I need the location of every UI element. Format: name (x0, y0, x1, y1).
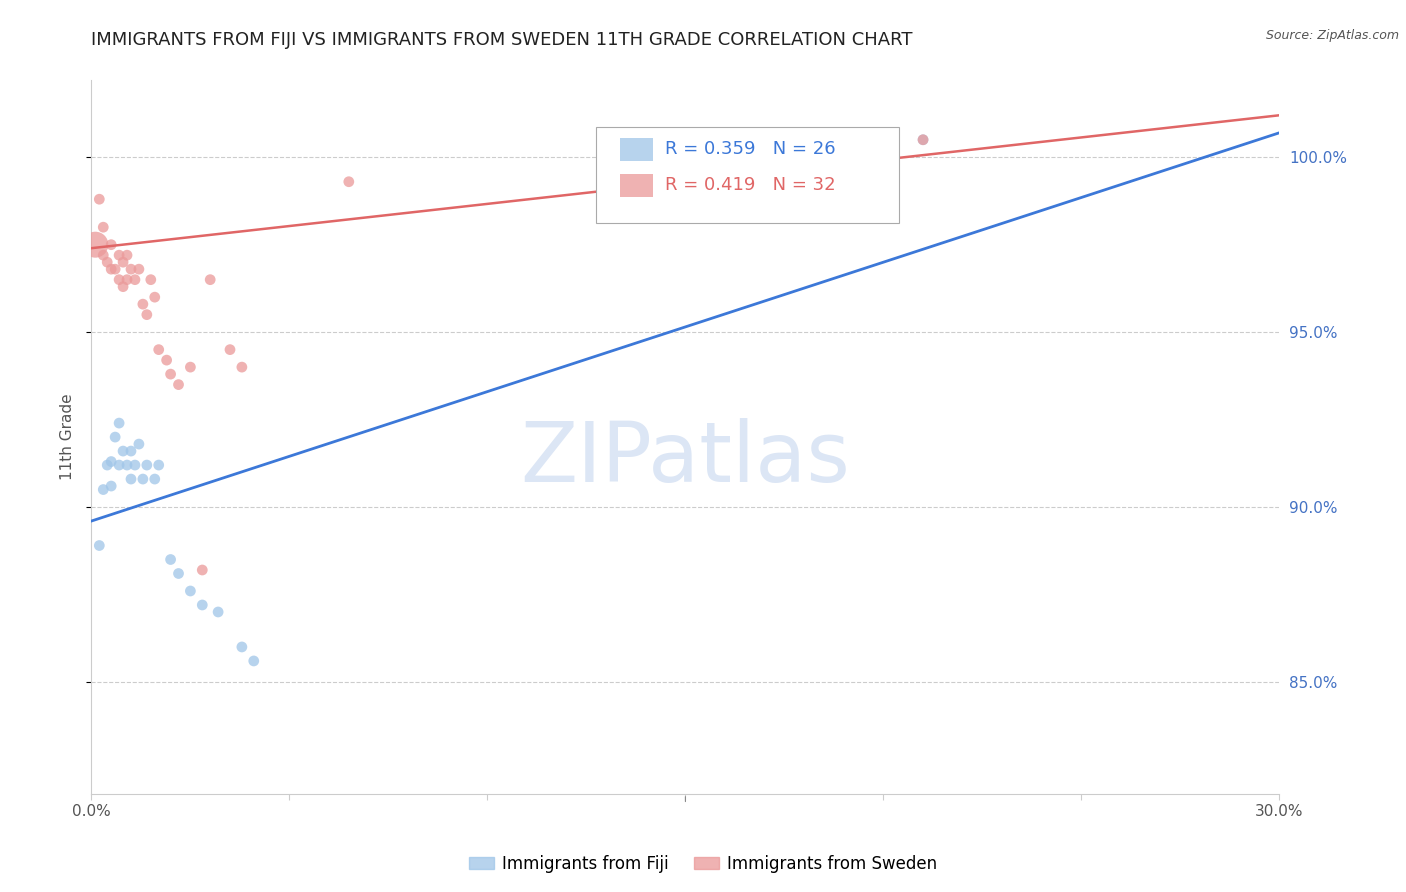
Point (100, 479, 122, 493)
Point (135, 308, 157, 322)
Point (132, 472, 155, 486)
FancyBboxPatch shape (620, 174, 654, 196)
Point (200, 273, 222, 287)
Point (167, 566, 190, 581)
Point (104, 262, 127, 277)
FancyBboxPatch shape (596, 127, 900, 223)
Point (148, 343, 170, 357)
Point (167, 377, 190, 392)
Point (100, 454, 122, 468)
Point (179, 360, 201, 375)
Point (96, 458, 118, 472)
Text: Source: ZipAtlas.com: Source: ZipAtlas.com (1265, 29, 1399, 42)
Point (108, 273, 131, 287)
Point (104, 430, 127, 444)
Text: IMMIGRANTS FROM FIJI VS IMMIGRANTS FROM SWEDEN 11TH GRADE CORRELATION CHART: IMMIGRANTS FROM FIJI VS IMMIGRANTS FROM … (91, 31, 912, 49)
Point (337, 175, 360, 189)
Point (207, 605, 229, 619)
Point (124, 273, 146, 287)
Point (100, 237, 122, 252)
Point (231, 360, 253, 375)
Point (219, 343, 242, 357)
Point (115, 273, 138, 287)
Point (231, 640, 253, 654)
Point (124, 458, 146, 472)
Point (159, 552, 181, 566)
FancyBboxPatch shape (620, 138, 654, 161)
Point (84, 237, 107, 252)
Point (91, 483, 114, 497)
Point (112, 444, 135, 458)
Point (89, 539, 111, 553)
Point (89, 192, 111, 206)
Point (191, 563, 214, 577)
Point (143, 290, 166, 304)
Legend: Immigrants from Fiji, Immigrants from Sweden: Immigrants from Fiji, Immigrants from Sw… (463, 848, 943, 880)
Point (96, 255, 118, 269)
Point (128, 437, 150, 451)
Text: R = 0.359   N = 26: R = 0.359 N = 26 (665, 141, 835, 159)
Point (112, 255, 135, 269)
Point (911, 133, 934, 147)
Point (159, 367, 181, 381)
Point (115, 458, 138, 472)
Point (135, 458, 157, 472)
Point (120, 262, 142, 277)
Point (91, 220, 114, 235)
Point (143, 472, 166, 486)
Point (120, 472, 142, 486)
Text: R = 0.419   N = 32: R = 0.419 N = 32 (665, 177, 835, 194)
Point (112, 279, 135, 293)
Point (156, 353, 179, 368)
Point (115, 248, 138, 262)
Point (128, 262, 150, 277)
Point (108, 248, 131, 262)
Point (191, 598, 214, 612)
Point (179, 584, 201, 599)
Point (91, 248, 114, 262)
Point (139, 273, 162, 287)
Point (100, 262, 122, 277)
Point (108, 416, 131, 430)
Point (132, 297, 155, 311)
Point (148, 458, 170, 472)
Point (242, 654, 264, 668)
Point (911, 133, 934, 147)
Y-axis label: 11th Grade: 11th Grade (59, 393, 75, 481)
Point (120, 444, 142, 458)
Text: ZIPatlas: ZIPatlas (520, 418, 851, 499)
Point (108, 458, 131, 472)
